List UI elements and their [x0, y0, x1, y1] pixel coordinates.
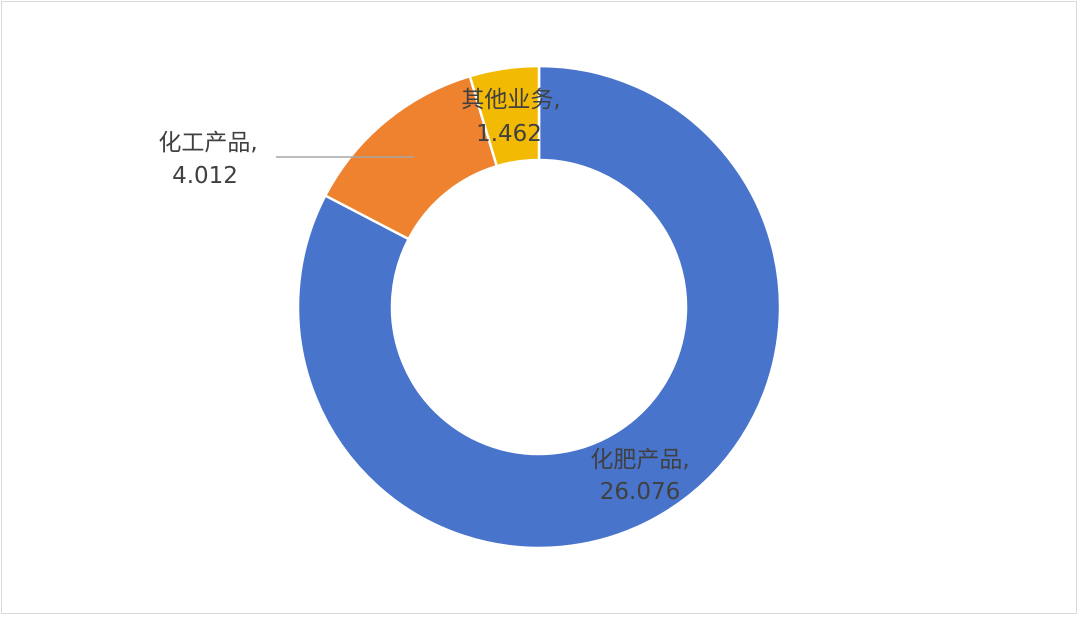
- data-label-fertilizer-category: 化肥产品,: [590, 447, 689, 473]
- data-label-other-value: 1.462: [476, 121, 542, 147]
- slice-other: [468, 64, 541, 168]
- data-label-chemical-category: 化工产品,: [158, 130, 257, 156]
- data-label-chemical-value: 4.012: [172, 163, 238, 189]
- slice-fertilizer: [296, 64, 782, 550]
- data-label-fertilizer-value: 26.076: [600, 479, 680, 505]
- data-label-other-category: 其他业务,: [461, 87, 560, 113]
